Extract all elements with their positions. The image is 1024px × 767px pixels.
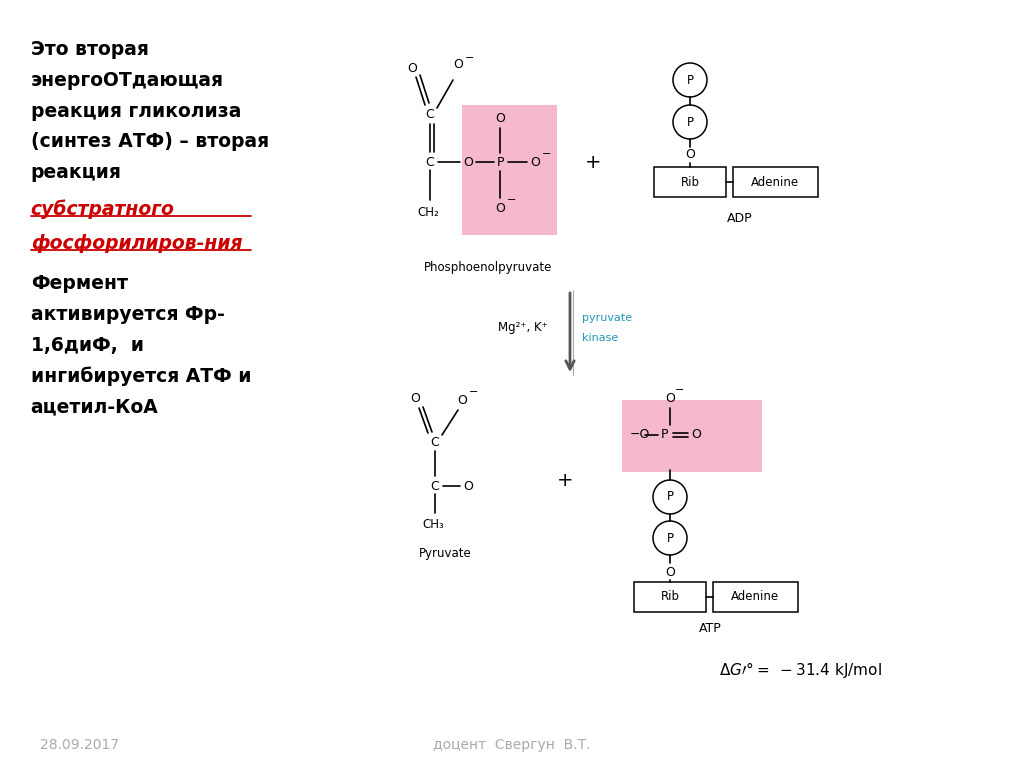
Text: pyruvate: pyruvate [582,313,632,323]
Bar [654,167,726,197]
Text: C: C [431,479,439,492]
Ellipse shape [673,105,707,139]
Text: O: O [691,429,701,442]
Text: Rib: Rib [660,591,680,604]
Bar [622,400,762,472]
Text: CH₂: CH₂ [417,206,439,219]
Text: P: P [497,156,504,169]
Text: −O: −O [630,429,650,442]
Text: ацетил-КоА: ацетил-КоА [31,397,159,416]
Text: O: O [453,58,463,71]
Text: C: C [426,108,434,121]
Text: O: O [685,149,695,162]
Text: O: O [665,565,675,578]
Text: O: O [457,393,467,407]
Text: P: P [686,74,693,87]
Text: O: O [463,479,473,492]
Text: (синтез АТФ) – вторая: (синтез АТФ) – вторая [31,133,269,151]
Text: $\Delta G\prime°=\ -31.4\ \mathrm{kJ/mol}$: $\Delta G\prime°=\ -31.4\ \mathrm{kJ/mol… [719,660,882,680]
Ellipse shape [673,63,707,97]
Text: CH₃: CH₃ [422,518,443,532]
Bar [462,105,557,235]
Text: фосфорилиров-ния: фосфорилиров-ния [31,234,243,252]
Text: −: − [543,149,552,159]
Bar [713,582,798,612]
Text: активируется Фр-: активируется Фр- [31,305,224,324]
Ellipse shape [653,521,687,555]
Text: 28.09.2017: 28.09.2017 [40,738,119,752]
Text: 1,6диФ,  и: 1,6диФ, и [31,336,143,354]
Text: реакция гликолиза: реакция гликолиза [31,102,241,120]
Text: субстратного: субстратного [31,199,175,219]
Bar [733,167,818,197]
Text: O: O [495,202,505,215]
Text: +: + [585,153,601,172]
Text: Rib: Rib [681,176,699,189]
Text: O: O [530,156,540,169]
Text: −: − [675,385,685,395]
Text: −: − [507,195,517,205]
Text: Adenine: Adenine [731,591,779,604]
Text: −: − [465,53,475,63]
Text: реакция: реакция [31,163,122,182]
Text: Фермент: Фермент [31,275,128,293]
Text: O: O [463,156,473,169]
Text: O: O [410,391,420,404]
Text: Mg²⁺, K⁺: Mg²⁺, K⁺ [499,321,548,334]
Text: O: O [408,61,417,74]
Text: Phosphoenolpyruvate: Phosphoenolpyruvate [424,262,552,275]
Text: ингибируется АТФ и: ингибируется АТФ и [31,366,251,386]
Text: Pyruvate: Pyruvate [419,548,471,561]
Text: энергоОТдающая: энергоОТдающая [31,71,223,90]
Text: ADP: ADP [727,212,753,225]
Bar [634,582,706,612]
Text: ATP: ATP [698,621,721,634]
Text: P: P [686,116,693,129]
Text: Это вторая: Это вторая [31,41,148,59]
Text: −: − [469,387,478,397]
Text: C: C [426,156,434,169]
Text: kinase: kinase [582,333,618,343]
Text: O: O [665,391,675,404]
Ellipse shape [653,480,687,514]
Text: Adenine: Adenine [751,176,799,189]
Text: +: + [557,470,573,489]
Text: P: P [667,532,674,545]
Text: C: C [431,436,439,449]
Text: P: P [662,429,669,442]
Text: O: O [495,111,505,124]
Text: P: P [667,491,674,503]
Text: доцент  Свергун  В.Т.: доцент Свергун В.Т. [433,738,591,752]
